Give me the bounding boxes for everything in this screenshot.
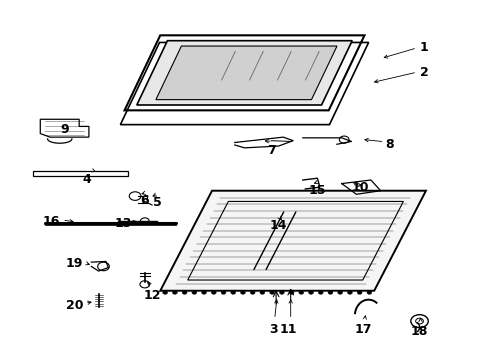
Text: 7: 7 <box>266 144 275 157</box>
Circle shape <box>163 291 167 294</box>
Circle shape <box>201 291 206 294</box>
Text: 3: 3 <box>269 323 277 336</box>
Circle shape <box>240 291 245 294</box>
Circle shape <box>269 291 274 294</box>
Circle shape <box>260 291 264 294</box>
Circle shape <box>327 291 332 294</box>
Text: 4: 4 <box>82 173 91 186</box>
Circle shape <box>318 291 323 294</box>
Text: 8: 8 <box>385 138 393 151</box>
Circle shape <box>279 291 284 294</box>
Circle shape <box>250 291 255 294</box>
Text: 16: 16 <box>42 215 60 228</box>
Circle shape <box>347 291 352 294</box>
Circle shape <box>221 291 225 294</box>
Circle shape <box>182 291 186 294</box>
Text: 10: 10 <box>351 181 368 194</box>
Circle shape <box>337 291 342 294</box>
Circle shape <box>356 291 361 294</box>
Text: 6: 6 <box>140 194 149 207</box>
Polygon shape <box>160 191 425 291</box>
Text: 15: 15 <box>308 184 325 197</box>
Text: 14: 14 <box>269 219 286 232</box>
Circle shape <box>230 291 235 294</box>
Polygon shape <box>137 41 351 105</box>
Text: 13: 13 <box>114 217 131 230</box>
Text: 12: 12 <box>143 289 161 302</box>
Circle shape <box>211 291 216 294</box>
Text: 11: 11 <box>279 323 296 336</box>
Text: 9: 9 <box>60 123 69 136</box>
Text: 19: 19 <box>65 257 83 270</box>
Text: 2: 2 <box>419 66 427 79</box>
Text: 5: 5 <box>152 196 161 209</box>
Circle shape <box>172 291 177 294</box>
Text: 20: 20 <box>65 298 83 311</box>
Circle shape <box>191 291 196 294</box>
Circle shape <box>308 291 313 294</box>
Text: 18: 18 <box>410 325 427 338</box>
Circle shape <box>298 291 303 294</box>
Polygon shape <box>156 46 336 100</box>
Text: 1: 1 <box>419 41 427 54</box>
Circle shape <box>288 291 293 294</box>
Text: 17: 17 <box>354 323 372 336</box>
Circle shape <box>366 291 371 294</box>
